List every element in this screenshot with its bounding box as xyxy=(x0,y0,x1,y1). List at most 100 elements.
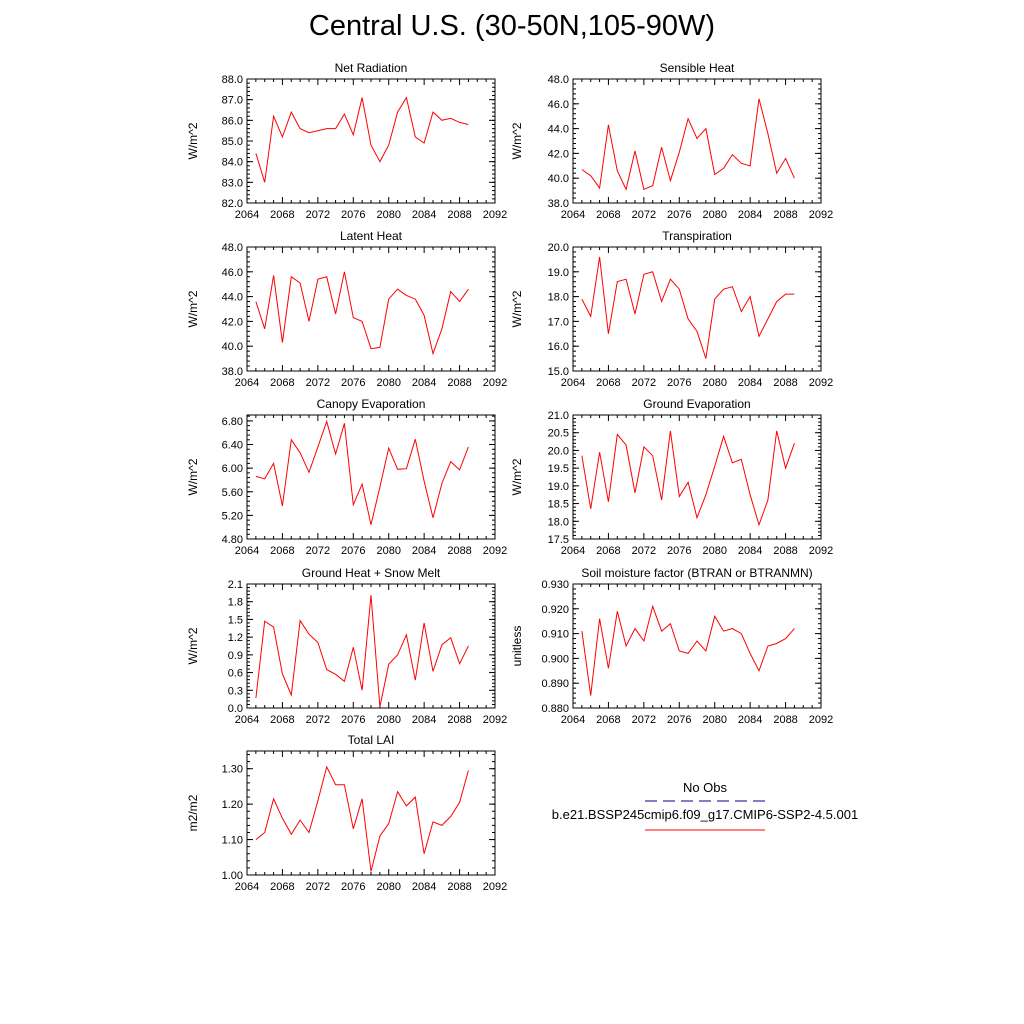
y-tick-label: 44.0 xyxy=(222,292,243,304)
x-tick-label: 2088 xyxy=(773,545,797,557)
y-tick-label: 4.80 xyxy=(222,534,243,546)
plot-frame xyxy=(246,583,496,709)
x-tick-label: 2088 xyxy=(773,209,797,221)
panel-title: Ground Evaporation xyxy=(643,397,750,411)
y-axis-label: W/m^2 xyxy=(186,627,200,664)
x-tick-label: 2072 xyxy=(632,545,656,557)
x-tick-label: 2068 xyxy=(596,545,620,557)
x-tick-label: 2076 xyxy=(341,209,365,221)
series-line xyxy=(255,419,469,525)
x-tick-label: 2076 xyxy=(667,545,691,557)
x-tick-label: 2088 xyxy=(773,377,797,389)
x-tick-label: 2084 xyxy=(738,714,762,726)
x-tick-label: 2080 xyxy=(702,545,726,557)
y-tick-label: 6.40 xyxy=(222,440,243,452)
y-tick-label: 46.0 xyxy=(548,99,569,111)
x-tick-label: 2080 xyxy=(376,881,400,893)
y-tick-label: 40.0 xyxy=(548,173,569,185)
x-tick-label: 2072 xyxy=(632,209,656,221)
x-tick-label: 2092 xyxy=(483,377,507,389)
x-tick-label: 2088 xyxy=(447,881,471,893)
y-tick-label: 1.10 xyxy=(222,835,243,847)
page-title: Central U.S. (30-50N,105-90W) xyxy=(308,10,716,42)
panel-2: Sensible Heat W/m^2 2064 2068 2072 2076 2080 20… xyxy=(510,61,833,221)
x-tick-label: 2072 xyxy=(306,209,330,221)
plot-frame xyxy=(572,246,822,372)
y-tick-label: 83.0 xyxy=(222,177,243,189)
x-tick-label: 2076 xyxy=(667,209,691,221)
panel-7: Ground Heat + Snow Melt W/m^2 2064 2068 2072… xyxy=(186,566,507,726)
y-axis-label: W/m^2 xyxy=(510,458,524,495)
panel-title: Ground Heat + Snow Melt xyxy=(302,566,441,580)
y-tick-label: 42.0 xyxy=(222,316,243,328)
x-tick-label: 2072 xyxy=(632,714,656,726)
x-tick-label: 2084 xyxy=(412,545,436,557)
x-tick-label: 2092 xyxy=(483,881,507,893)
y-tick-label: 18.0 xyxy=(548,292,569,304)
x-tick-label: 2068 xyxy=(270,377,294,389)
panel-title: Sensible Heat xyxy=(660,61,735,75)
panel-3: Latent Heat W/m^2 2064 2068 2072 2076 2080 2084… xyxy=(186,229,507,389)
y-tick-label: 5.20 xyxy=(222,510,243,522)
y-tick-label: 15.0 xyxy=(548,366,569,378)
x-tick-label: 2092 xyxy=(809,209,833,221)
y-tick-label: 0.930 xyxy=(541,579,569,591)
x-tick-label: 2080 xyxy=(376,714,400,726)
x-tick-label: 2064 xyxy=(561,377,585,389)
x-tick-label: 2092 xyxy=(809,714,833,726)
y-tick-label: 20.0 xyxy=(548,242,569,254)
x-tick-label: 2080 xyxy=(702,209,726,221)
x-tick-label: 2084 xyxy=(738,545,762,557)
x-tick-label: 2092 xyxy=(483,545,507,557)
legend-label-obs: No Obs xyxy=(683,780,728,795)
plot-frame xyxy=(246,414,496,540)
y-tick-label: 1.2 xyxy=(228,632,243,644)
y-tick-label: 17.5 xyxy=(548,534,569,546)
plot-frame xyxy=(572,78,822,204)
y-tick-label: 87.0 xyxy=(222,95,243,107)
y-tick-label: 1.30 xyxy=(222,764,243,776)
x-tick-label: 2072 xyxy=(306,714,330,726)
panel-4: Transpiration W/m^2 2064 2068 2072 2076 2080 20… xyxy=(510,229,833,389)
x-tick-label: 2064 xyxy=(561,545,585,557)
series-line xyxy=(581,604,795,696)
y-tick-label: 0.890 xyxy=(541,678,569,690)
x-tick-label: 2084 xyxy=(412,714,436,726)
x-tick-label: 2084 xyxy=(412,881,436,893)
x-tick-label: 2064 xyxy=(235,881,259,893)
y-tick-label: 44.0 xyxy=(548,124,569,136)
x-tick-label: 2068 xyxy=(270,209,294,221)
x-tick-label: 2088 xyxy=(447,209,471,221)
y-tick-label: 18.5 xyxy=(548,499,569,511)
panel-title: Canopy Evaporation xyxy=(317,397,426,411)
x-tick-label: 2064 xyxy=(235,209,259,221)
x-tick-label: 2072 xyxy=(306,377,330,389)
x-tick-label: 2084 xyxy=(738,209,762,221)
y-axis-label: W/m^2 xyxy=(186,122,200,159)
x-tick-label: 2076 xyxy=(667,377,691,389)
y-axis-label: W/m^2 xyxy=(186,290,200,327)
x-tick-label: 2064 xyxy=(561,714,585,726)
y-tick-label: 48.0 xyxy=(222,242,243,254)
y-tick-label: 5.60 xyxy=(222,487,243,499)
x-tick-label: 2092 xyxy=(809,377,833,389)
y-tick-label: 0.9 xyxy=(228,650,243,662)
y-tick-label: 19.0 xyxy=(548,267,569,279)
legend-label-model: b.e21.BSSP245cmip6.f09_g17.CMIP6-SSP2-4.… xyxy=(552,807,858,822)
x-tick-label: 2076 xyxy=(341,714,365,726)
x-tick-label: 2080 xyxy=(376,545,400,557)
y-tick-label: 1.00 xyxy=(222,870,243,882)
panel-title: Latent Heat xyxy=(340,229,403,243)
x-tick-label: 2072 xyxy=(306,545,330,557)
x-tick-label: 2076 xyxy=(341,377,365,389)
panel-8: Soil moisture factor (BTRAN or BTRANMN) u… xyxy=(510,566,833,726)
x-tick-label: 2092 xyxy=(483,714,507,726)
x-tick-label: 2092 xyxy=(809,545,833,557)
x-tick-label: 2080 xyxy=(702,377,726,389)
x-tick-label: 2076 xyxy=(341,545,365,557)
y-tick-label: 0.910 xyxy=(541,629,569,641)
series-line xyxy=(581,256,795,359)
series-line xyxy=(255,595,469,707)
x-tick-label: 2088 xyxy=(447,714,471,726)
y-axis-label: W/m^2 xyxy=(510,290,524,327)
